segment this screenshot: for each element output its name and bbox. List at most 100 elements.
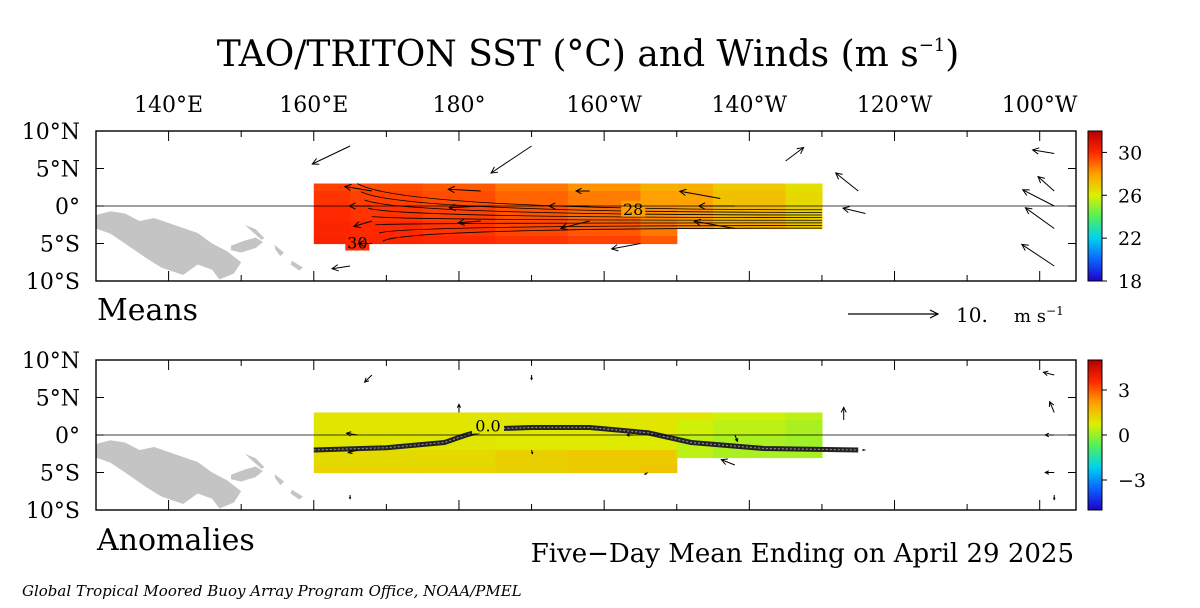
contour-label-bg: [621, 200, 646, 217]
wind-vector-shaft: [344, 186, 372, 192]
colorbar-rect: [1087, 130, 1103, 282]
field-cell: [313, 420, 351, 436]
field-cell: [350, 183, 424, 192]
colorbar-tick-label: 3: [1118, 380, 1130, 402]
wind-vector-head: [530, 451, 534, 455]
land-mask: [96, 211, 303, 280]
field-cell: [495, 450, 569, 466]
wind-vector-shaft: [679, 190, 721, 199]
wind-vector-shaft: [1032, 149, 1055, 154]
wind-vector-shaft: [1049, 401, 1055, 413]
contour-label: 30: [347, 234, 367, 253]
colorbar-tick-label: 30: [1118, 142, 1142, 164]
anomalies-panel: 0.0 10°N 5°N 0° 5°S 10°S −3 0 3: [22, 349, 1146, 524]
wind-vector-head: [720, 458, 728, 465]
wind-vector-shaft: [348, 449, 358, 454]
field-cell: [422, 435, 496, 451]
lon-tick-label: 160°W: [566, 93, 642, 118]
wind-vector: [720, 458, 736, 466]
sst-contour-line: [368, 207, 822, 219]
field-cell: [313, 450, 351, 466]
means-panel-label: Means: [97, 293, 198, 328]
lat-tick-label: 5°S: [40, 462, 80, 487]
wind-vector-head: [1048, 400, 1055, 407]
lon-tick-label: 160°E: [279, 93, 348, 118]
field-cell: [640, 465, 678, 474]
new-britain-landmass: [231, 237, 263, 253]
field-cell: [350, 206, 424, 222]
wind-vector-shaft: [734, 434, 738, 442]
wind-vector-head: [796, 146, 805, 155]
wind-vector: [1031, 147, 1055, 155]
lat-tick-label: 10°S: [26, 270, 80, 295]
means-plot-frame: [95, 130, 1077, 282]
means-latitude-labels: 10°N 5°N 0° 5°S 10°S: [22, 120, 80, 295]
wind-vector-head: [347, 449, 353, 454]
solomon-island-landmass: [290, 260, 303, 271]
zero-contour-core: [313, 426, 859, 451]
wind-vector-shaft: [353, 220, 372, 227]
wind-vector-head: [834, 172, 843, 180]
field-cell: [567, 450, 642, 466]
new-guinea-landmass: [96, 211, 242, 280]
sst-field: [313, 183, 823, 245]
wind-vector: [1037, 175, 1055, 192]
field-cell: [640, 236, 678, 245]
field-cell: [785, 420, 823, 436]
field-cell: [785, 183, 823, 192]
colorbar-tick-label: 22: [1118, 228, 1142, 250]
field-cell: [313, 191, 351, 207]
field-cell: [422, 450, 496, 466]
field-cell: [422, 221, 496, 237]
wind-vector-head: [575, 187, 582, 195]
lat-tick-label: 5°S: [40, 233, 80, 258]
wind-vector: [610, 243, 641, 252]
wind-vector-head: [1020, 243, 1029, 251]
anomalies-latitude-labels: 10°N 5°N 0° 5°S 10°S: [22, 349, 80, 524]
wind-vector-head: [840, 406, 847, 413]
longitude-axis-labels: 140°E 160°E 180° 160°W 140°W 120°W 100°W: [134, 93, 1078, 118]
field-cell: [567, 183, 642, 192]
wind-vector: [734, 434, 739, 443]
wind-vector-shaft: [1025, 207, 1055, 229]
wind-vector: [785, 146, 805, 162]
wind-vector-head: [330, 264, 339, 272]
lat-tick-label: 10°N: [22, 349, 80, 374]
wind-vector-shaft: [835, 172, 859, 192]
colorbar-rect: [1087, 359, 1103, 511]
wind-vector: [348, 495, 352, 500]
anomalies-panel-label: Anomalies: [96, 523, 255, 558]
lon-tick-label: 140°W: [712, 93, 788, 118]
wind-vector-head: [490, 166, 499, 174]
contour-label-bg: [472, 417, 504, 434]
wind-vector-head: [1044, 470, 1050, 475]
bougainville-landmass: [274, 474, 285, 486]
wind-vector-shaft: [458, 220, 481, 224]
field-cell: [640, 412, 678, 421]
wind-vector-shaft: [842, 207, 866, 214]
wind-vector: [575, 187, 590, 195]
lat-tick-label: 10°S: [26, 499, 80, 524]
field-cell: [495, 236, 569, 245]
contour-label: 0.0: [475, 417, 500, 436]
wind-vector-shaft: [1022, 189, 1055, 207]
new-ireland-landmass: [244, 224, 265, 240]
wind-vector-shaft: [1037, 176, 1055, 192]
wind-vector-shaft: [611, 243, 641, 250]
field-cell: [313, 221, 351, 237]
wind-vector: [530, 449, 534, 455]
sst-contour-line: [357, 183, 822, 211]
field-cell: [785, 191, 823, 207]
field-cell: [495, 206, 569, 222]
period-label: Five−Day Mean Ending on April 29 2025: [531, 539, 1074, 569]
field-cell: [350, 236, 424, 245]
wind-vector: [1048, 400, 1055, 413]
wind-scale-unit: m s−1: [1014, 304, 1064, 327]
field-cell: [495, 221, 569, 237]
wind-vector-shaft: [1043, 371, 1055, 376]
wind-vector-head: [1031, 147, 1040, 155]
wind-vector: [1052, 495, 1056, 501]
field-cell: [785, 206, 823, 222]
field-cell: [676, 206, 714, 222]
lon-tick-label: 120°W: [857, 93, 933, 118]
